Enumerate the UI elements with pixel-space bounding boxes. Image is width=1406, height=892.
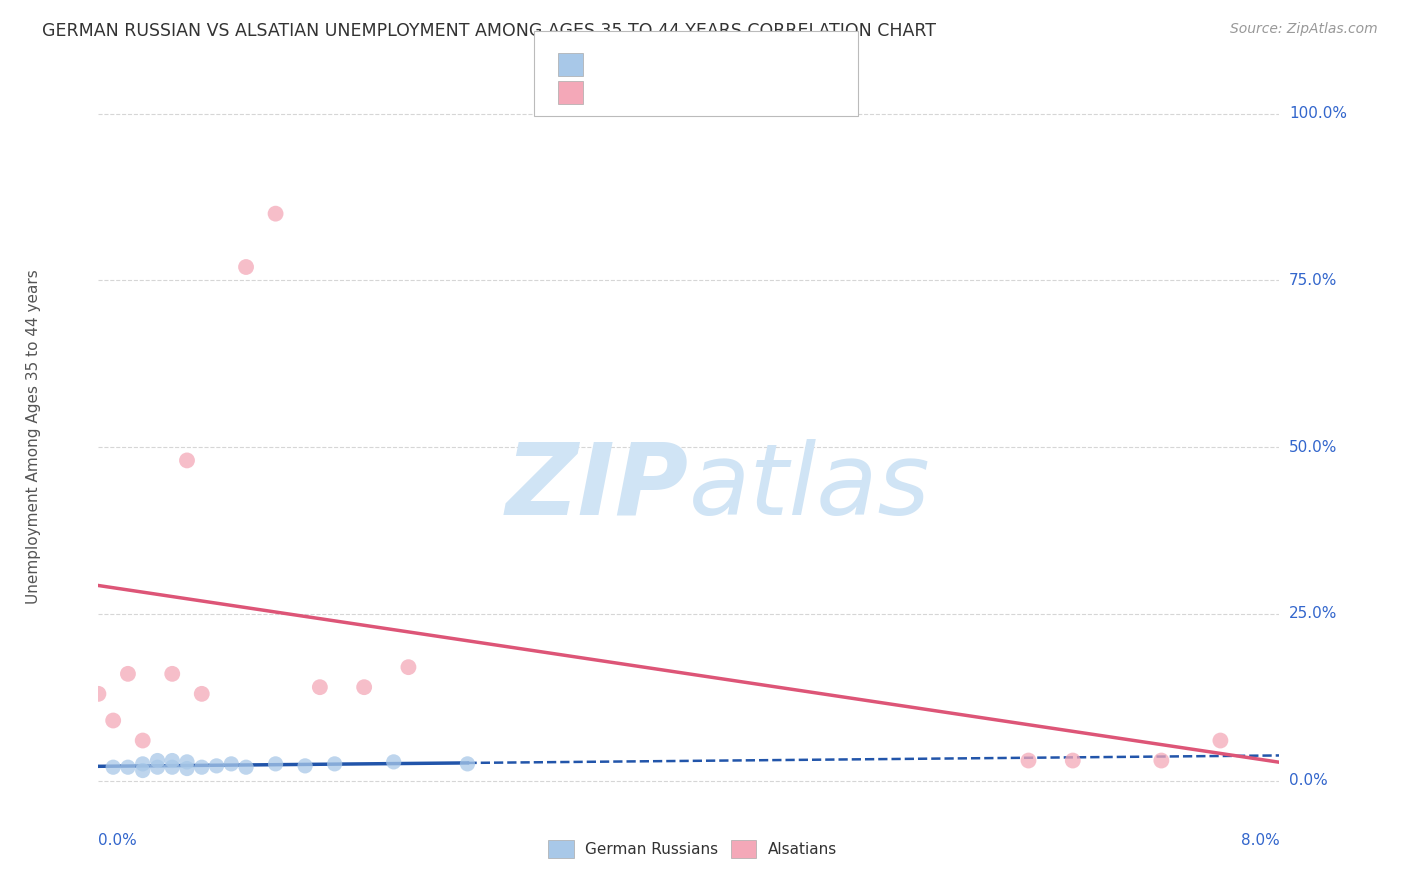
Text: 75.0%: 75.0%: [1289, 273, 1337, 288]
Text: 0.0%: 0.0%: [98, 833, 138, 848]
Point: [294, 759, 316, 773]
Point: [132, 764, 155, 778]
Point: [308, 680, 332, 694]
Text: ZIP: ZIP: [506, 439, 689, 535]
Point: [235, 260, 257, 274]
Text: 16: 16: [747, 85, 766, 100]
Point: [146, 754, 169, 768]
Text: 25.0%: 25.0%: [1289, 607, 1337, 622]
Point: [456, 756, 478, 771]
Text: 0.0%: 0.0%: [1289, 773, 1327, 788]
Text: R =: R =: [595, 57, 628, 72]
Point: [264, 756, 287, 771]
Text: German Russians: German Russians: [585, 842, 718, 856]
Point: [382, 755, 405, 769]
Point: [1062, 754, 1084, 768]
Point: [103, 714, 124, 728]
Point: [132, 733, 155, 747]
Point: [323, 756, 346, 771]
Point: [264, 207, 287, 221]
Point: [117, 666, 139, 681]
Point: [1150, 754, 1173, 768]
Point: [176, 453, 198, 467]
Point: [205, 759, 228, 773]
Point: [162, 754, 183, 768]
Point: [1209, 733, 1232, 747]
Point: [117, 760, 139, 774]
Text: N =: N =: [704, 85, 748, 100]
Point: [162, 666, 183, 681]
Point: [191, 760, 214, 774]
Point: [176, 762, 198, 776]
Text: 8.0%: 8.0%: [1240, 833, 1279, 848]
Text: -0.497: -0.497: [634, 57, 683, 72]
Text: 50.0%: 50.0%: [1289, 440, 1337, 455]
Text: Alsatians: Alsatians: [768, 842, 837, 856]
Point: [235, 760, 257, 774]
Point: [219, 756, 242, 771]
Point: [132, 756, 155, 771]
Text: atlas: atlas: [689, 439, 931, 535]
Point: [103, 760, 124, 774]
Text: 0.103: 0.103: [634, 85, 682, 100]
Text: GERMAN RUSSIAN VS ALSATIAN UNEMPLOYMENT AMONG AGES 35 TO 44 YEARS CORRELATION CH: GERMAN RUSSIAN VS ALSATIAN UNEMPLOYMENT …: [42, 22, 936, 40]
Point: [162, 760, 183, 774]
Point: [396, 660, 419, 674]
Point: [87, 687, 110, 701]
Text: R =: R =: [595, 85, 628, 100]
Text: 100.0%: 100.0%: [1289, 106, 1347, 121]
Point: [191, 687, 214, 701]
Text: 19: 19: [747, 57, 766, 72]
Point: [353, 680, 375, 694]
Point: [176, 755, 198, 769]
Text: Unemployment Among Ages 35 to 44 years: Unemployment Among Ages 35 to 44 years: [25, 269, 41, 605]
Text: Source: ZipAtlas.com: Source: ZipAtlas.com: [1230, 22, 1378, 37]
Point: [146, 760, 169, 774]
Text: N =: N =: [704, 57, 748, 72]
Point: [1017, 754, 1039, 768]
